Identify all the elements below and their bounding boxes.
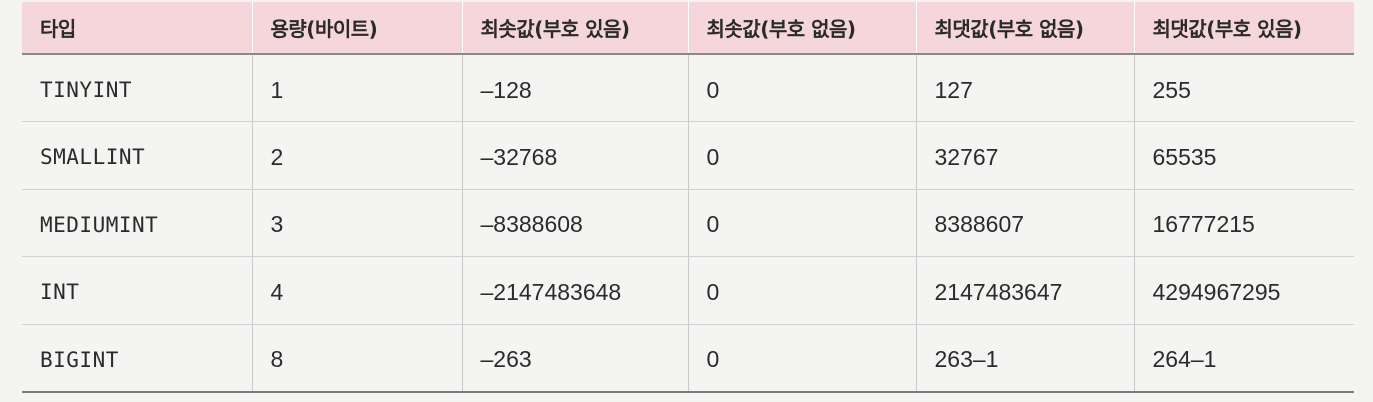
cell-type: MEDIUMINT <box>22 189 252 257</box>
cell-max-signed: 4294967295 <box>1133 256 1354 325</box>
cell-min-unsigned: 0 <box>687 324 916 393</box>
cell-type: INT <box>22 256 252 325</box>
header-size-bytes: 용량(바이트) <box>251 2 462 55</box>
cell-max-signed: 65535 <box>1133 121 1354 190</box>
cell-min-signed: –128 <box>461 54 688 122</box>
table-header: 타입 용량(바이트) 최솟값(부호 있음) 최솟값(부호 없음) 최댓값(부호 … <box>22 2 1354 55</box>
cell-size: 3 <box>251 189 462 257</box>
cell-max-unsigned: 263–1 <box>915 324 1134 393</box>
table-row: INT 4 –2147483648 0 2147483647 429496729… <box>22 256 1354 325</box>
cell-min-signed: –8388608 <box>461 189 688 257</box>
cell-max-unsigned: 127 <box>915 54 1134 122</box>
cell-size: 8 <box>251 324 462 393</box>
cell-size: 1 <box>251 54 462 122</box>
cell-min-unsigned: 0 <box>687 256 916 325</box>
header-min-unsigned: 최솟값(부호 없음) <box>687 2 916 55</box>
header-row: 타입 용량(바이트) 최솟값(부호 있음) 최솟값(부호 없음) 최댓값(부호 … <box>22 2 1354 55</box>
cell-type: TINYINT <box>22 54 252 122</box>
cell-type: SMALLINT <box>22 121 252 190</box>
cell-min-signed: –32768 <box>461 121 688 190</box>
cell-min-unsigned: 0 <box>687 54 916 122</box>
cell-max-signed: 264–1 <box>1133 324 1354 393</box>
cell-size: 4 <box>251 256 462 325</box>
cell-max-unsigned: 32767 <box>915 121 1134 190</box>
table-body: TINYINT 1 –128 0 127 255 SMALLINT 2 –327… <box>22 54 1354 393</box>
cell-min-signed: –2147483648 <box>461 256 688 325</box>
cell-min-signed: –263 <box>461 324 688 393</box>
cell-min-unsigned: 0 <box>687 189 916 257</box>
table-row: SMALLINT 2 –32768 0 32767 65535 <box>22 121 1354 190</box>
cell-type: BIGINT <box>22 324 252 393</box>
header-max-unsigned: 최댓값(부호 없음) <box>915 2 1134 55</box>
cell-size: 2 <box>251 121 462 190</box>
header-min-signed: 최솟값(부호 있음) <box>461 2 688 55</box>
header-type: 타입 <box>22 2 252 55</box>
table-row: MEDIUMINT 3 –8388608 0 8388607 16777215 <box>22 189 1354 257</box>
table-row: BIGINT 8 –263 0 263–1 264–1 <box>22 324 1354 393</box>
cell-max-unsigned: 2147483647 <box>915 256 1134 325</box>
cell-min-unsigned: 0 <box>687 121 916 190</box>
cell-max-signed: 255 <box>1133 54 1354 122</box>
cell-max-signed: 16777215 <box>1133 189 1354 257</box>
header-max-signed: 최댓값(부호 있음) <box>1133 2 1354 55</box>
cell-max-unsigned: 8388607 <box>915 189 1134 257</box>
integer-types-table: 타입 용량(바이트) 최솟값(부호 있음) 최솟값(부호 없음) 최댓값(부호 … <box>22 2 1354 393</box>
table-row: TINYINT 1 –128 0 127 255 <box>22 54 1354 122</box>
